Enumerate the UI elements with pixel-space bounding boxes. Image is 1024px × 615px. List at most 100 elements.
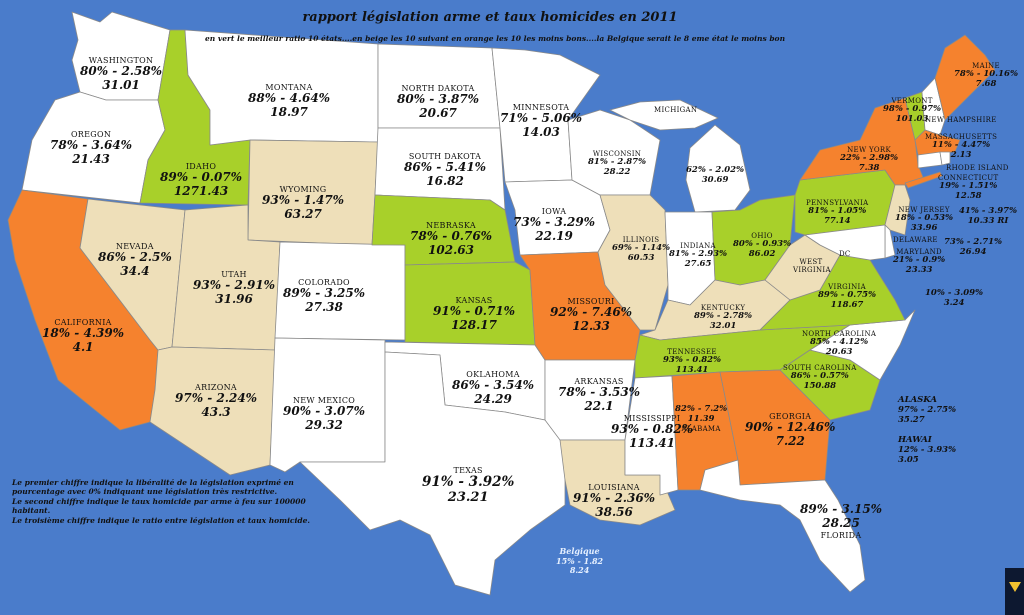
state-ratio: 22.19: [535, 228, 573, 243]
label-georgia: GEORGIA 90% - 12.46% 7.22: [745, 412, 835, 449]
label-arizona: ARIZONA 97% - 2.24% 43.3: [175, 383, 257, 420]
state-values: 97% - 2.24%: [175, 391, 258, 406]
video-logo: [1005, 568, 1024, 615]
label-north-carolina: NORTH CAROLINA 85% - 4.12% 20.63: [802, 330, 876, 358]
state-values: 21% - 0.9%: [893, 255, 946, 266]
label-maryland: MARYLAND 21% - 0.9% 23.33: [893, 248, 945, 276]
label-michigan: 62% - 2.02% 30.69: [686, 165, 745, 186]
label-dc-name: DC: [839, 250, 851, 258]
label-louisiana: LOUISIANA 91% - 2.36% 38.56: [573, 483, 655, 520]
state-ratio: 27.38: [305, 299, 343, 314]
state-ratio: 23.21: [447, 489, 489, 505]
state-ratio: 38.56: [595, 504, 633, 519]
label-colorado: COLORADO 89% - 3.25% 27.38: [283, 278, 365, 315]
label-kentucky: KENTUCKY 89% - 2.78% 32.01: [694, 304, 752, 332]
state-ratio: 21.43: [72, 151, 110, 166]
label-rhode-island-values: 41% - 3.97% 10.33 RI: [959, 206, 1017, 227]
state-ratio: 20.67: [419, 105, 457, 120]
legend-note-2: Le second chiffre indique le taux homici…: [12, 496, 306, 516]
state-name: COLORADO: [298, 278, 350, 287]
state-texas[interactable]: [299, 351, 566, 596]
state-values: 19% - 1.51%: [939, 181, 998, 192]
state-name: WASHINGTON: [88, 56, 154, 65]
state-values: 81% - 2.87%: [588, 157, 647, 168]
state-rhode-island[interactable]: [939, 151, 951, 166]
state-values: 18% - 0.53%: [895, 213, 954, 224]
label-utah: UTAH 93% - 2.91% 31.96: [193, 270, 275, 307]
state-new-hampshire[interactable]: [921, 77, 946, 136]
state-maine[interactable]: [934, 34, 996, 121]
state-name: IOWA: [541, 207, 567, 216]
label-minnesota: MINNESOTA 71% - 5.06% 14.03: [500, 103, 582, 140]
state-values: 89% - 3.15%: [800, 502, 883, 516]
state-values: 80% - 0.93%: [733, 239, 792, 250]
state-ratio: 28.25: [822, 515, 860, 530]
play-icon: [1009, 582, 1021, 592]
state-values: 62% - 2.02%: [686, 165, 745, 175]
state-values: 91% - 3.92%: [422, 474, 515, 491]
state-values: 78% - 3.53%: [558, 385, 641, 400]
label-kansas: KANSAS 91% - 0.71% 128.17: [433, 296, 515, 333]
state-values: 78% - 3.64%: [50, 138, 133, 153]
label-delaware-name: DELAWARE: [893, 236, 938, 244]
label-hawai: HAWAI 12% - 3.93% 3.05: [898, 435, 956, 465]
state-name: VIRGINIA: [828, 283, 866, 291]
state-name: LOUISIANA: [588, 483, 640, 492]
label-south-dakota: SOUTH DAKOTA 86% - 5.41% 16.82: [404, 152, 486, 189]
state-ratio: 22.1: [584, 398, 614, 413]
state-name: HAWAI: [898, 435, 932, 445]
label-california: CALIFORNIA 18% - 4.39% 4.1: [42, 318, 124, 355]
state-name: FLORIDA: [820, 530, 862, 540]
state-name: ALABAMA: [681, 424, 721, 433]
state-values: 10% - 3.09%: [925, 288, 984, 298]
state-ratio: 23.33: [905, 264, 933, 275]
state-name: OREGON: [70, 130, 112, 139]
state-new-york[interactable]: [799, 97, 926, 186]
state-name: SOUTH DAKOTA: [408, 152, 482, 161]
label-indiana: INDIANA 81% - 2.93% 27.65: [669, 242, 727, 270]
state-values: 85% - 4.12%: [810, 337, 869, 348]
state-michigan-upper[interactable]: [609, 99, 719, 131]
state-illinois[interactable]: [597, 194, 669, 331]
state-ratio: 11.39: [687, 413, 715, 424]
state-values: 71% - 5.06%: [500, 111, 583, 126]
state-michigan[interactable]: [685, 124, 751, 213]
state-long-island[interactable]: [904, 171, 943, 189]
state-ratio: 31.01: [102, 77, 140, 92]
state-wisconsin[interactable]: [567, 109, 661, 196]
state-name: WISCONSIN: [592, 150, 642, 158]
state-values: 91% - 0.71%: [433, 304, 516, 319]
state-values: 86% - 5.41%: [404, 160, 487, 175]
state-ratio: 2.13: [950, 149, 972, 160]
state-ratio: 150.88: [803, 380, 837, 391]
state-ratio: 27.65: [684, 258, 712, 269]
state-florida[interactable]: [699, 459, 866, 593]
state-name: CONNECTICUT: [938, 174, 999, 182]
belgique-name: Belgique: [559, 546, 600, 556]
state-ratio: 102.63: [428, 242, 474, 257]
state-name: ARKANSAS: [574, 377, 624, 386]
label-alaska: ALASKA 97% - 2.75% 35.27: [898, 395, 956, 425]
state-name: WEST VIRGINIA: [793, 258, 831, 275]
state-values: 89% - 2.78%: [694, 311, 753, 322]
state-ratio: 7.68: [975, 78, 997, 89]
state-name: MICHIGAN: [654, 106, 698, 114]
belgique-values: 15% - 1.82: [556, 555, 604, 566]
state-ratio: 26.94: [959, 246, 987, 257]
label-new-york: NEW YORK 22% - 2.98% 7.38: [840, 146, 898, 174]
state-name: DC: [839, 250, 851, 258]
label-pennsylvania: PENNSYLVANIA 81% - 1.05% 77.14: [806, 199, 869, 227]
label-oklahoma: OKLAHOMA 86% - 3.54% 24.29: [452, 370, 534, 407]
state-values: 89% - 0.07%: [160, 170, 243, 185]
state-values: 86% - 2.5%: [98, 250, 172, 265]
state-name: ILLINOIS: [622, 236, 660, 244]
label-missouri: MISSOURI 92% - 7.46% 12.33: [550, 297, 632, 334]
state-values: 86% - 0.57%: [790, 371, 849, 382]
label-illinois: ILLINOIS 69% - 1.14% 60.53: [612, 236, 670, 264]
state-name: GEORGIA: [769, 412, 812, 421]
state-ratio: 7.22: [775, 433, 805, 448]
state-ratio: 30.69: [701, 174, 729, 185]
state-name: MONTANA: [265, 83, 313, 92]
state-maryland[interactable]: [804, 224, 886, 261]
